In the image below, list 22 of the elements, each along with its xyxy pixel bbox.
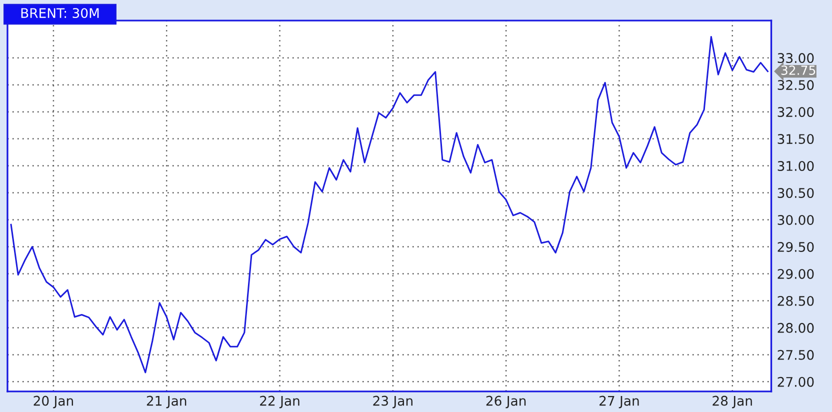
- y-tick-label: 32.50: [778, 80, 814, 90]
- y-tick-label: 33.00: [778, 53, 814, 64]
- y-tick-label: 32.00: [778, 107, 814, 118]
- y-tick-label: 28.00: [778, 322, 814, 333]
- x-tick-label: 22 Jan: [260, 396, 300, 408]
- y-tick-label: 27.50: [778, 350, 814, 360]
- y-tick-label: 30.00: [778, 214, 814, 225]
- x-tick-label: 23 Jan: [373, 396, 412, 408]
- x-tick-label: 28 Jan: [712, 396, 752, 408]
- y-tick-label: 31.50: [778, 134, 814, 144]
- x-tick-label: 26 Jan: [486, 396, 526, 408]
- y-tick-label: 28.50: [778, 296, 814, 306]
- chart-title: BRENT: 30M: [21, 8, 99, 18]
- x-tick-label: 20 Jan: [34, 396, 73, 408]
- y-tick-label: 29.00: [778, 268, 814, 279]
- y-tick-label: 29.50: [778, 242, 814, 252]
- y-tick-label: 27.00: [778, 376, 814, 387]
- x-tick-label: 27 Jan: [600, 396, 639, 408]
- y-tick-label: 30.50: [778, 188, 814, 198]
- text: 32.75: [781, 66, 816, 75]
- y-tick-label: 31.00: [778, 161, 814, 171]
- x-tick-label: 21 Jan: [146, 396, 186, 408]
